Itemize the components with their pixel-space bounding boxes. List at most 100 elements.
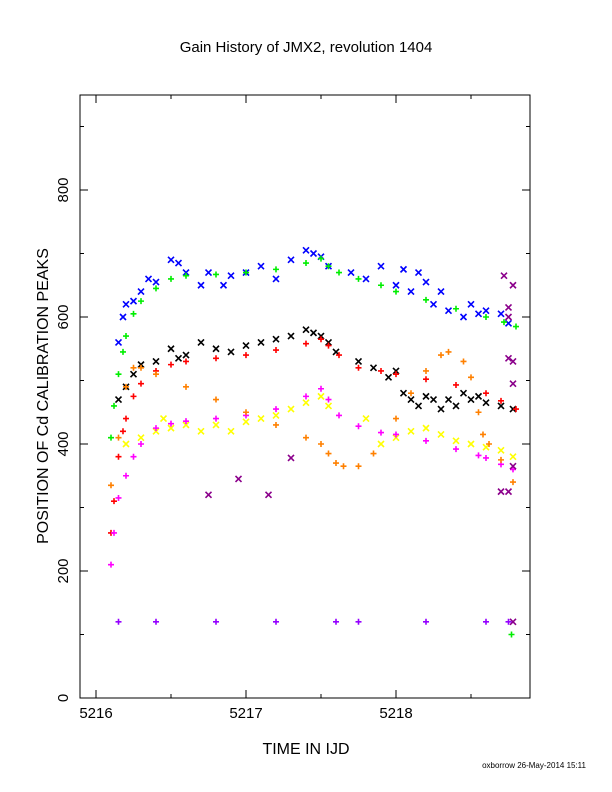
data-point xyxy=(318,441,324,447)
data-point xyxy=(174,259,183,267)
data-point xyxy=(392,281,400,289)
data-point xyxy=(137,434,145,442)
data-point xyxy=(369,364,378,372)
data-point xyxy=(138,364,144,371)
data-point xyxy=(182,351,190,359)
data-point xyxy=(393,288,399,295)
data-point xyxy=(475,452,482,459)
data-point xyxy=(213,415,219,422)
data-point xyxy=(453,305,459,312)
data-point xyxy=(509,357,517,366)
data-point xyxy=(197,427,205,435)
data-point xyxy=(467,440,475,448)
data-point xyxy=(429,300,438,308)
y-tick-label: 200 xyxy=(55,558,72,583)
data-point xyxy=(355,423,362,430)
data-point xyxy=(204,268,213,277)
data-point xyxy=(504,488,513,496)
data-point xyxy=(486,441,492,447)
data-point xyxy=(393,431,399,438)
data-point xyxy=(505,618,512,625)
data-point xyxy=(347,268,355,277)
data-point xyxy=(111,529,117,536)
data-point xyxy=(129,370,138,378)
data-point xyxy=(138,441,144,447)
data-point xyxy=(242,342,250,350)
data-point xyxy=(474,392,483,400)
data-point xyxy=(130,310,137,317)
data-point xyxy=(437,405,445,413)
data-point xyxy=(452,402,460,410)
data-point xyxy=(460,358,467,365)
data-point xyxy=(399,389,408,397)
data-point xyxy=(182,268,190,277)
data-point xyxy=(273,266,279,273)
data-point xyxy=(325,342,332,349)
series-layer xyxy=(108,246,519,638)
plot-frame xyxy=(79,94,531,699)
data-point xyxy=(333,618,339,625)
data-point xyxy=(422,424,430,432)
data-point xyxy=(212,345,220,353)
data-point xyxy=(325,396,332,403)
data-point xyxy=(422,278,430,286)
data-point xyxy=(423,296,429,303)
data-point xyxy=(467,300,475,308)
data-point xyxy=(459,313,468,321)
data-point xyxy=(108,561,114,568)
data-point xyxy=(475,409,482,416)
data-point xyxy=(272,335,280,343)
data-point xyxy=(318,385,324,392)
data-point xyxy=(120,348,126,355)
data-point xyxy=(453,446,459,453)
data-point xyxy=(108,482,114,489)
x-tick-label: 5218 xyxy=(379,705,412,722)
data-point xyxy=(414,268,423,277)
data-point xyxy=(257,415,265,423)
data-point xyxy=(257,338,265,346)
data-point xyxy=(437,288,445,296)
x-tick-label: 5217 xyxy=(229,705,262,722)
data-point xyxy=(336,269,342,276)
y-tick-label: 400 xyxy=(55,431,72,456)
data-point xyxy=(153,618,159,625)
data-point xyxy=(362,275,370,283)
data-point xyxy=(287,454,295,462)
data-point xyxy=(137,288,145,296)
data-point xyxy=(445,348,452,355)
data-point xyxy=(153,285,159,292)
x-axis-label: TIME IN IJD xyxy=(262,741,349,758)
data-point xyxy=(144,275,153,283)
data-point xyxy=(273,347,279,354)
y-tick-label: 800 xyxy=(55,177,72,202)
data-point xyxy=(444,307,453,315)
data-point xyxy=(497,446,505,454)
data-point xyxy=(168,420,174,427)
data-point xyxy=(497,402,505,410)
data-point xyxy=(480,431,486,438)
x-axis: 5216 5217 5218 xyxy=(79,95,472,722)
data-point xyxy=(355,463,362,470)
data-point xyxy=(324,338,333,346)
data-point xyxy=(111,402,117,409)
data-point xyxy=(242,418,250,426)
data-point xyxy=(152,278,160,286)
data-point xyxy=(138,298,144,305)
data-point xyxy=(498,456,504,463)
data-point xyxy=(336,352,342,359)
data-point xyxy=(303,393,309,400)
data-point xyxy=(227,427,235,435)
data-point xyxy=(467,395,475,404)
chart-title: Gain History of JMX2, revolution 1404 xyxy=(180,39,433,56)
data-point xyxy=(340,463,347,470)
series xyxy=(114,326,517,413)
data-point xyxy=(303,434,309,441)
data-point xyxy=(384,373,393,381)
data-point xyxy=(423,618,429,625)
data-point xyxy=(287,405,295,413)
data-point xyxy=(197,338,205,346)
data-point xyxy=(123,333,129,340)
data-point xyxy=(317,332,325,340)
data-point xyxy=(119,313,127,321)
data-point xyxy=(393,415,399,422)
